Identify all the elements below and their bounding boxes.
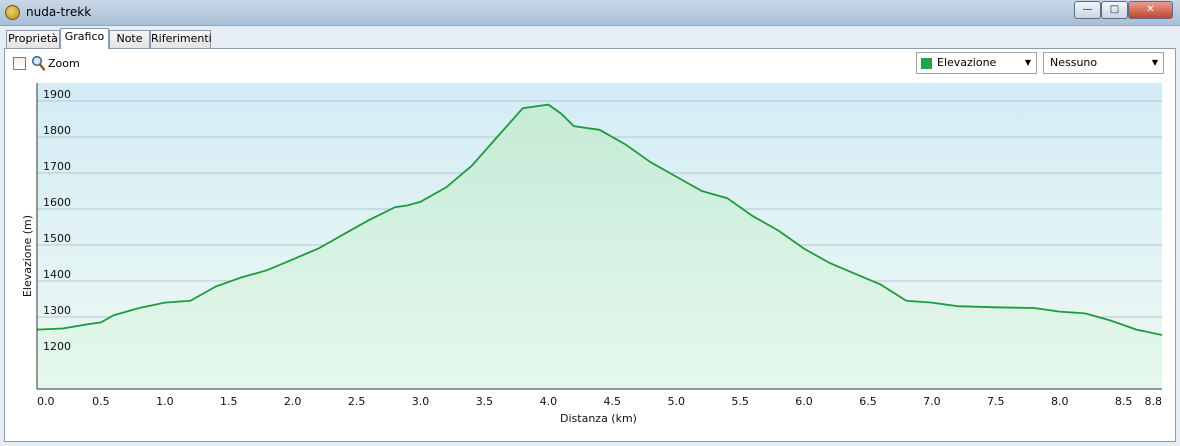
elevation-line (36, 103, 1163, 336)
zoom-checkbox[interactable] (13, 57, 26, 70)
y-tick-label: 1800 (43, 124, 71, 137)
x-tick-label: 5.5 (731, 395, 749, 408)
x-tick-label: 6.0 (795, 395, 813, 408)
y-tick-label: 1300 (43, 304, 71, 317)
x-tick-label: 5.0 (667, 395, 685, 408)
second-select-value: Nessuno (1050, 56, 1098, 69)
elevation-chart: 1200 1300 1400 1500 1600 1700 1800 1900 0.0 0.5 1… (21, 83, 1163, 425)
x-tick-label: 7.0 (923, 395, 941, 408)
x-tick-label: 1.5 (220, 395, 238, 408)
second-series-select[interactable]: Nessuno ▼ (1043, 52, 1164, 74)
zoom-label: Zoom (48, 57, 80, 70)
elevation-area (37, 104, 1162, 389)
close-button[interactable]: ✕ (1128, 1, 1173, 19)
tab-proprieta[interactable]: Proprietà (6, 30, 60, 48)
x-tick-label: 3.0 (412, 395, 430, 408)
x-tick-labels: 0.0 0.5 1.0 1.5 2.0 2.5 3.0 3.5 4.0 4.5 5.0 5.5 6.0 6… (37, 395, 1162, 408)
series-swatch (921, 58, 932, 69)
x-tick-label: 2.5 (348, 395, 366, 408)
x-tick-label: 8.8 (1145, 395, 1163, 408)
x-tick-label: 6.5 (859, 395, 877, 408)
x-tick-label: 3.5 (476, 395, 494, 408)
chevron-down-icon: ▼ (1024, 58, 1031, 67)
x-tick-label: 4.0 (540, 395, 558, 408)
x-axis-label: Distanza (km) (560, 412, 637, 425)
minimize-button[interactable]: — (1074, 1, 1101, 19)
series-select[interactable]: Elevazione ▼ (916, 52, 1037, 74)
x-tick-label: 0.0 (37, 395, 55, 408)
maximize-button[interactable]: □ (1101, 1, 1128, 19)
tab-note[interactable]: Note (109, 30, 150, 48)
x-tick-label: 4.5 (604, 395, 622, 408)
chevron-down-icon: ▼ (1151, 58, 1158, 67)
window-title: nuda-trekk (26, 5, 92, 19)
series-select-value: Elevazione (937, 56, 997, 69)
magnifier-icon (31, 55, 45, 71)
x-tick-label: 8.0 (1051, 395, 1069, 408)
y-tick-label: 1900 (43, 88, 71, 101)
x-tick-label: 1.0 (156, 395, 174, 408)
tab-grafico[interactable]: Grafico (60, 28, 109, 49)
x-tick-label: 8.5 (1115, 395, 1133, 408)
y-tick-label: 1500 (43, 232, 71, 245)
y-tick-label: 1700 (43, 160, 71, 173)
y-tick-label: 1200 (43, 340, 71, 353)
x-tick-label: 7.5 (987, 395, 1005, 408)
x-tick-label: 0.5 (92, 395, 110, 408)
y-tick-labels: 1200 1300 1400 1500 1600 1700 1800 1900 (43, 88, 71, 353)
app-icon (5, 5, 20, 20)
y-tick-label: 1600 (43, 196, 71, 209)
y-axis-label: Elevazione (m) (21, 215, 34, 297)
y-tick-label: 1400 (43, 268, 71, 281)
tab-riferimenti[interactable]: Riferimenti (150, 30, 212, 48)
x-tick-label: 2.0 (284, 395, 302, 408)
title-bar: nuda-trekk — □ ✕ (0, 0, 1180, 26)
